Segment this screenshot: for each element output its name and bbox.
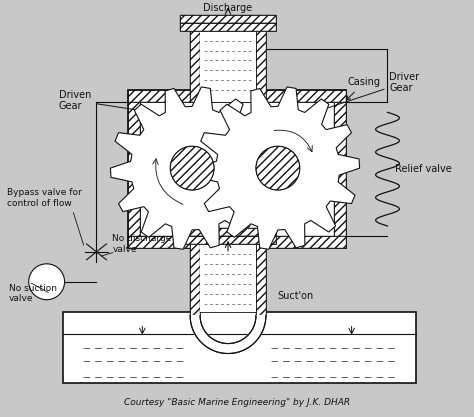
Bar bbox=[190, 236, 200, 316]
Text: Driver
Gear: Driver Gear bbox=[321, 72, 419, 110]
Circle shape bbox=[29, 264, 64, 300]
Text: No discharge
valve: No discharge valve bbox=[112, 234, 172, 254]
Bar bbox=[128, 90, 140, 248]
Bar bbox=[180, 236, 276, 244]
Bar bbox=[63, 311, 416, 383]
Bar bbox=[128, 90, 346, 102]
Text: Courtesy "Basic Marine Engineering" by J.K. DHAR: Courtesy "Basic Marine Engineering" by J… bbox=[124, 398, 350, 407]
Bar bbox=[128, 236, 346, 248]
Bar bbox=[180, 15, 276, 23]
Bar bbox=[256, 23, 266, 102]
Bar bbox=[180, 228, 276, 236]
Text: No suction
valve: No suction valve bbox=[9, 284, 57, 304]
Bar bbox=[180, 228, 276, 236]
Text: Bypass valve for
control of flow: Bypass valve for control of flow bbox=[7, 188, 82, 208]
Bar bbox=[128, 90, 346, 102]
Bar bbox=[190, 23, 200, 102]
Bar bbox=[256, 23, 266, 102]
Bar bbox=[128, 90, 346, 248]
Bar bbox=[256, 236, 266, 316]
Bar bbox=[200, 23, 256, 102]
Text: Casing: Casing bbox=[346, 78, 381, 100]
Bar bbox=[180, 236, 276, 244]
Bar bbox=[334, 90, 346, 248]
Bar bbox=[140, 102, 334, 236]
Bar bbox=[190, 23, 200, 102]
Polygon shape bbox=[190, 316, 266, 354]
Polygon shape bbox=[110, 87, 274, 249]
Bar bbox=[128, 90, 140, 248]
Bar bbox=[256, 236, 266, 316]
Circle shape bbox=[256, 146, 300, 190]
Bar bbox=[200, 236, 256, 311]
Bar bbox=[190, 236, 200, 316]
Bar bbox=[180, 23, 276, 30]
Bar bbox=[334, 90, 346, 248]
Bar bbox=[180, 23, 276, 30]
Text: Suct'on: Suct'on bbox=[278, 291, 314, 301]
Polygon shape bbox=[196, 87, 360, 249]
Bar bbox=[180, 15, 276, 23]
Circle shape bbox=[170, 146, 214, 190]
Bar bbox=[128, 236, 346, 248]
Text: Driven
Gear: Driven Gear bbox=[59, 90, 140, 111]
Text: Discharge: Discharge bbox=[203, 3, 253, 13]
Text: Relief valve: Relief valve bbox=[395, 164, 452, 174]
